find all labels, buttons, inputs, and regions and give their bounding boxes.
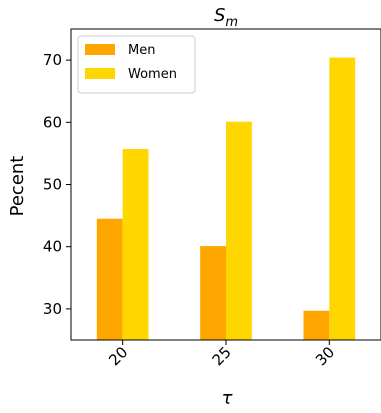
legend-swatch-women [85, 68, 115, 79]
x-axis-label: τ [222, 388, 233, 409]
y-axis-label: Pecent [7, 156, 28, 217]
y-tick-label: 30 [43, 300, 62, 318]
y-tick-label: 50 [43, 176, 62, 194]
y-tick-label: 70 [43, 51, 62, 69]
bar-men-30 [303, 310, 330, 340]
chart-title-main: S [214, 5, 225, 26]
bar-women-25 [226, 121, 252, 340]
legend-swatch-men [85, 44, 115, 55]
bar-women-30 [329, 57, 356, 340]
x-tick-label: 25 [209, 343, 235, 369]
bar-women-20 [122, 149, 149, 340]
y-tick-label: 40 [43, 238, 62, 256]
bars-layer [96, 57, 356, 340]
x-tick-label: 20 [105, 343, 131, 369]
legend-label-women: Women [128, 67, 177, 82]
x-ticks: 20 25 30 [105, 340, 338, 369]
x-tick-label: 30 [312, 343, 338, 369]
legend: Men Women [77, 35, 196, 94]
legend-label-men: Men [128, 43, 155, 58]
y-tick-label: 60 [43, 113, 62, 131]
chart-title: Sm [214, 5, 238, 30]
y-ticks: 30 40 50 60 70 [43, 51, 71, 318]
bar-men-25 [200, 246, 226, 340]
chart-title-subscript: m [225, 15, 238, 30]
bar-men-20 [96, 218, 123, 340]
